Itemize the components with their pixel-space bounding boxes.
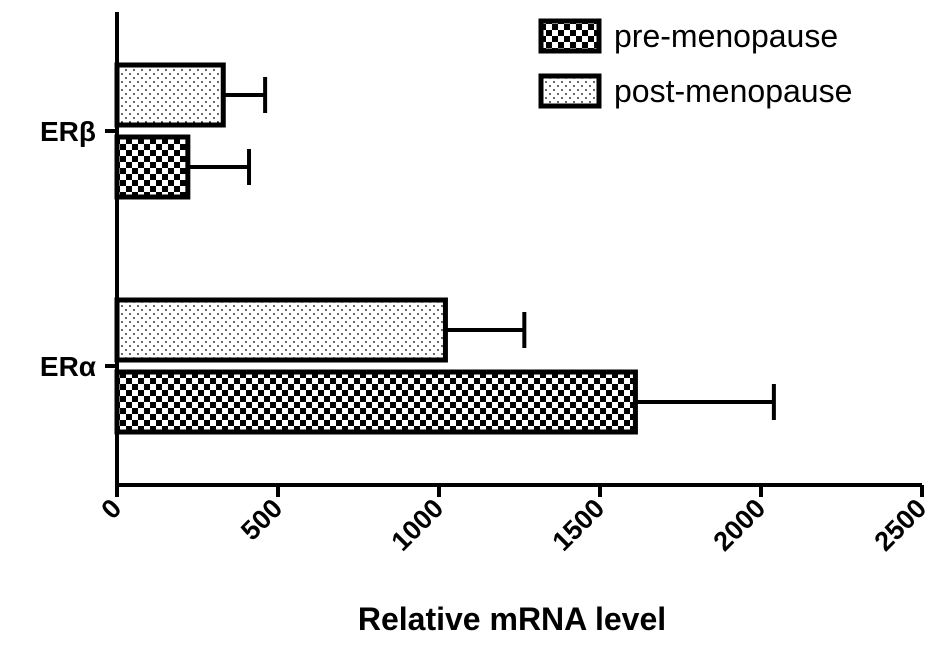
bar-post-menopause-1 — [114, 297, 448, 363]
x-tick-label: 0 — [95, 493, 127, 525]
x-axis-title: Relative mRNA level — [358, 601, 666, 637]
legend-label-post-menopause: post-menopause — [614, 73, 852, 109]
y-tick-label: ERα — [40, 351, 96, 382]
error-bars-layer — [187, 77, 776, 420]
x-tick-label: 2000 — [708, 493, 772, 557]
legend-swatch-pre-menopause — [538, 18, 602, 54]
x-tick-label: 1000 — [386, 493, 450, 557]
y-tick-label: ERβ — [40, 116, 96, 147]
x-tick-label: 1500 — [547, 493, 611, 557]
bar-pre-menopause-0 — [114, 134, 191, 200]
x-ticks-layer: 0 500 1000 1500 2000 2500 — [95, 485, 932, 557]
legend-swatch-post-menopause — [538, 73, 602, 109]
legend: pre-menopause post-menopause — [538, 18, 852, 109]
bars-layer — [114, 62, 638, 435]
bar-pre-menopause-1 — [114, 369, 638, 435]
y-ticks-layer: ERβ ERα — [40, 116, 117, 382]
legend-label-pre-menopause: pre-menopause — [614, 18, 838, 54]
x-tick-label: 2500 — [869, 493, 933, 557]
bar-post-menopause-0 — [114, 62, 226, 128]
x-tick-label: 500 — [235, 493, 288, 546]
